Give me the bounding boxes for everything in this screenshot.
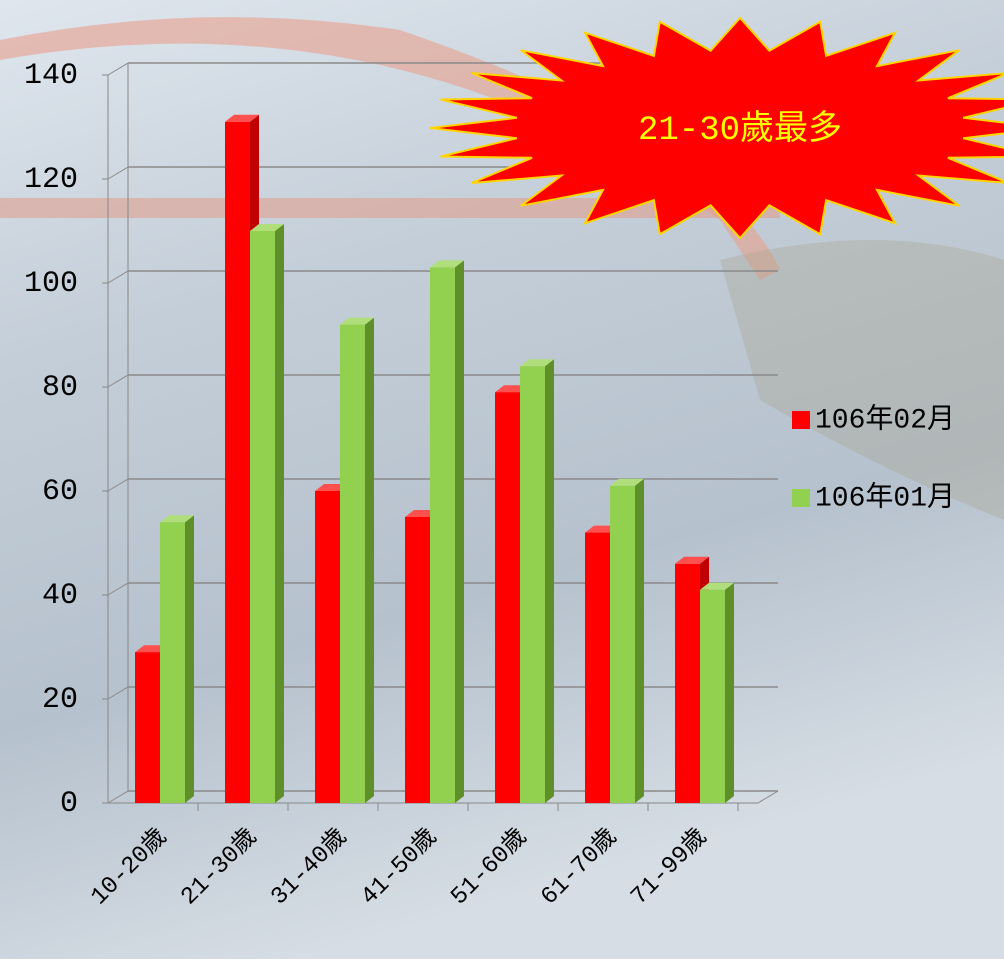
bar-side [185,515,194,803]
bar [585,532,610,803]
bar-top [610,478,644,486]
y-tick-label: 120 [24,163,78,197]
bar-top [225,114,259,122]
legend-swatch [792,411,810,429]
y-tick-label: 60 [42,475,78,509]
bar-top [675,556,709,564]
legend-label: 106年01月 [815,480,955,514]
legend-swatch [792,489,810,507]
grid-connector [107,478,129,492]
bar [700,589,725,803]
bar [340,324,365,803]
starburst [429,16,1004,240]
annotation: 21-30歲最多 [638,109,842,150]
bar [405,517,430,803]
hill [720,240,1004,520]
grid-connector [107,582,129,596]
floor-edge [757,790,779,804]
grid-connector [107,790,129,804]
bar-top [520,359,554,367]
bar [495,392,520,803]
y-tick-label: 0 [60,787,78,821]
bar-side [275,224,284,803]
bar [315,491,340,803]
bar [135,652,160,803]
bar-side [545,359,554,803]
y-tick-label: 140 [24,59,78,93]
y-tick-label: 80 [42,371,78,405]
y-tick-label: 20 [42,683,78,717]
bar [610,485,635,803]
bar [225,121,250,804]
bar-top [430,260,464,268]
bar-side [455,260,464,803]
legend-label: 106年02月 [815,402,955,436]
bar-side [365,317,374,803]
bar-side [725,582,734,803]
bar-side [635,478,644,803]
bar [430,267,455,803]
bar [250,231,275,803]
bridge-deck [0,198,780,218]
grid-connector [107,374,129,388]
bar [520,366,545,803]
y-tick-label: 100 [24,267,78,301]
grid-connector [107,686,129,700]
bar [675,563,700,803]
y-tick-label: 40 [42,579,78,613]
bar [160,522,185,803]
bar-top [160,515,194,523]
grid-connector [107,62,129,76]
bar-top [340,317,374,325]
bar-top [700,582,734,590]
grid-connector [107,166,129,180]
bar-top [250,224,284,231]
grid-connector [107,270,129,284]
